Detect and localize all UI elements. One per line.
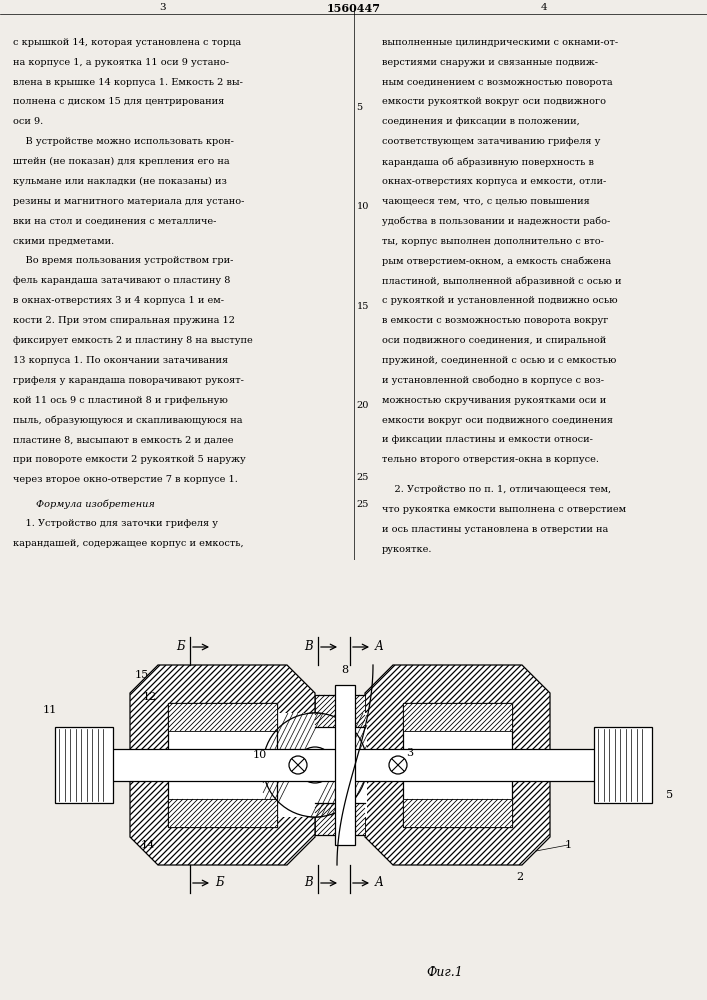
Text: кой 11 ось 9 с пластиной 8 и грифельную: кой 11 ось 9 с пластиной 8 и грифельную bbox=[13, 396, 228, 405]
Polygon shape bbox=[78, 749, 608, 781]
Text: кости 2. При этом спиральная пружина 12: кости 2. При этом спиральная пружина 12 bbox=[13, 316, 235, 325]
Text: полнена с диском 15 для центрирования: полнена с диском 15 для центрирования bbox=[13, 97, 224, 106]
Text: 5: 5 bbox=[356, 103, 363, 112]
Text: В устройстве можно использовать крон-: В устройстве можно использовать крон- bbox=[13, 137, 233, 146]
Text: В: В bbox=[305, 641, 313, 654]
Text: кульмане или накладки (не показаны) из: кульмане или накладки (не показаны) из bbox=[13, 177, 227, 186]
Polygon shape bbox=[594, 727, 652, 803]
Text: ты, корпус выполнен дополнительно с вто-: ты, корпус выполнен дополнительно с вто- bbox=[382, 237, 604, 246]
Polygon shape bbox=[168, 703, 277, 731]
Text: через второе окно-отверстие 7 в корпусе 1.: через второе окно-отверстие 7 в корпусе … bbox=[13, 475, 238, 484]
Text: карандаша об абразивную поверхность в: карандаша об абразивную поверхность в bbox=[382, 157, 594, 167]
Text: 11: 11 bbox=[43, 705, 57, 715]
Text: Б: Б bbox=[215, 876, 223, 890]
Text: с крышкой 14, которая установлена с торца: с крышкой 14, которая установлена с торц… bbox=[13, 38, 241, 47]
Text: 20: 20 bbox=[356, 401, 369, 410]
Text: тельно второго отверстия-окна в корпусе.: тельно второго отверстия-окна в корпусе. bbox=[382, 455, 599, 464]
Text: 13 корпуса 1. По окончании затачивания: 13 корпуса 1. По окончании затачивания bbox=[13, 356, 228, 365]
Circle shape bbox=[297, 747, 333, 783]
Text: пыль, образующуюся и скапливающуюся на: пыль, образующуюся и скапливающуюся на bbox=[13, 416, 243, 425]
Text: окнах-отверстиях корпуса и емкости, отли-: окнах-отверстиях корпуса и емкости, отли… bbox=[382, 177, 606, 186]
Text: емкости вокруг оси подвижного соединения: емкости вокруг оси подвижного соединения bbox=[382, 416, 613, 425]
Text: А: А bbox=[375, 876, 384, 890]
Text: 1560447: 1560447 bbox=[327, 3, 380, 14]
Text: и фиксации пластины и емкости относи-: и фиксации пластины и емкости относи- bbox=[382, 435, 592, 444]
Text: в емкости с возможностью поворота вокруг: в емкости с возможностью поворота вокруг bbox=[382, 316, 608, 325]
Text: рукоятке.: рукоятке. bbox=[382, 545, 432, 554]
Text: удобства в пользовании и надежности рабо-: удобства в пользовании и надежности рабо… bbox=[382, 217, 610, 226]
Text: емкости рукояткой вокруг оси подвижного: емкости рукояткой вокруг оси подвижного bbox=[382, 97, 606, 106]
Text: 5: 5 bbox=[667, 790, 674, 800]
Text: выполненные цилиндрическими с окнами-от-: выполненные цилиндрическими с окнами-от- bbox=[382, 38, 618, 47]
Text: Во время пользования устройством гри-: Во время пользования устройством гри- bbox=[13, 256, 233, 265]
Polygon shape bbox=[403, 703, 512, 827]
Text: 25: 25 bbox=[356, 473, 369, 482]
Text: оси подвижного соединения, и спиральной: оси подвижного соединения, и спиральной bbox=[382, 336, 606, 345]
Polygon shape bbox=[168, 703, 277, 827]
Polygon shape bbox=[315, 727, 365, 803]
Text: карандашей, содержащее корпус и емкость,: карандашей, содержащее корпус и емкость, bbox=[13, 539, 243, 548]
Text: пластине 8, высыпают в емкость 2 и далее: пластине 8, высыпают в емкость 2 и далее bbox=[13, 435, 233, 444]
Text: А: А bbox=[375, 641, 384, 654]
Text: пружиной, соединенной с осью и с емкостью: пружиной, соединенной с осью и с емкость… bbox=[382, 356, 617, 365]
Text: 15: 15 bbox=[356, 302, 369, 311]
Text: 10: 10 bbox=[356, 202, 369, 211]
Text: и ось пластины установлена в отверстии на: и ось пластины установлена в отверстии н… bbox=[382, 525, 608, 534]
Text: чающееся тем, что, с целью повышения: чающееся тем, что, с целью повышения bbox=[382, 197, 590, 206]
Text: 4: 4 bbox=[541, 3, 548, 12]
Text: верстиями снаружи и связанные подвиж-: верстиями снаружи и связанные подвиж- bbox=[382, 58, 598, 67]
Polygon shape bbox=[130, 665, 315, 865]
Circle shape bbox=[263, 713, 367, 817]
Text: 3: 3 bbox=[407, 748, 414, 758]
Polygon shape bbox=[263, 713, 367, 817]
Text: 2: 2 bbox=[516, 872, 524, 882]
Text: 10: 10 bbox=[253, 750, 267, 760]
Circle shape bbox=[389, 756, 407, 774]
Text: скими предметами.: скими предметами. bbox=[13, 237, 114, 246]
Polygon shape bbox=[365, 665, 550, 865]
Text: соответствующем затачиванию грифеля у: соответствующем затачиванию грифеля у bbox=[382, 137, 600, 146]
Text: ным соединением с возможностью поворота: ным соединением с возможностью поворота bbox=[382, 78, 612, 87]
Text: 1: 1 bbox=[564, 840, 571, 850]
Text: 15: 15 bbox=[135, 670, 149, 680]
Text: штейн (не показан) для крепления его на: штейн (не показан) для крепления его на bbox=[13, 157, 229, 166]
Polygon shape bbox=[315, 803, 365, 835]
Text: можностью скручивания рукоятками оси и: можностью скручивания рукоятками оси и bbox=[382, 396, 606, 405]
Polygon shape bbox=[335, 685, 355, 845]
Text: пластиной, выполненной абразивной с осью и: пластиной, выполненной абразивной с осью… bbox=[382, 276, 621, 286]
Text: и установленной свободно в корпусе с воз-: и установленной свободно в корпусе с воз… bbox=[382, 376, 604, 385]
Text: Б: Б bbox=[176, 641, 185, 654]
Text: на корпусе 1, а рукоятка 11 оси 9 устано-: на корпусе 1, а рукоятка 11 оси 9 устано… bbox=[13, 58, 229, 67]
Text: 1. Устройство для заточки грифеля у: 1. Устройство для заточки грифеля у bbox=[13, 519, 218, 528]
Text: что рукоятка емкости выполнена с отверстием: что рукоятка емкости выполнена с отверст… bbox=[382, 505, 626, 514]
Text: вки на стол и соединения с металличе-: вки на стол и соединения с металличе- bbox=[13, 217, 216, 226]
Text: влена в крышке 14 корпуса 1. Емкость 2 вы-: влена в крышке 14 корпуса 1. Емкость 2 в… bbox=[13, 78, 243, 87]
Text: 3: 3 bbox=[159, 3, 166, 12]
Text: в окнах-отверстиях 3 и 4 корпуса 1 и ем-: в окнах-отверстиях 3 и 4 корпуса 1 и ем- bbox=[13, 296, 223, 305]
Polygon shape bbox=[403, 799, 512, 827]
Text: фиксирует емкость 2 и пластину 8 на выступе: фиксирует емкость 2 и пластину 8 на выст… bbox=[13, 336, 252, 345]
Polygon shape bbox=[315, 695, 365, 727]
Text: соединения и фиксации в положении,: соединения и фиксации в положении, bbox=[382, 117, 580, 126]
Text: с рукояткой и установленной подвижно осью: с рукояткой и установленной подвижно ось… bbox=[382, 296, 617, 305]
Polygon shape bbox=[55, 727, 113, 803]
Circle shape bbox=[289, 756, 307, 774]
Text: резины и магнитного материала для устано-: резины и магнитного материала для устано… bbox=[13, 197, 244, 206]
Text: при повороте емкости 2 рукояткой 5 наружу: при повороте емкости 2 рукояткой 5 наруж… bbox=[13, 455, 245, 464]
Text: оси 9.: оси 9. bbox=[13, 117, 43, 126]
Polygon shape bbox=[168, 799, 277, 827]
Text: фель карандаша затачивают о пластину 8: фель карандаша затачивают о пластину 8 bbox=[13, 276, 230, 285]
Text: В: В bbox=[305, 876, 313, 890]
Text: грифеля у карандаша поворачивают рукоят-: грифеля у карандаша поворачивают рукоят- bbox=[13, 376, 244, 385]
Text: Формула изобретения: Формула изобретения bbox=[36, 499, 155, 509]
Text: рым отверстием-окном, а емкость снабжена: рым отверстием-окном, а емкость снабжена bbox=[382, 256, 611, 266]
Text: Фиг.1: Фиг.1 bbox=[426, 966, 463, 978]
Text: 8: 8 bbox=[341, 665, 349, 675]
Polygon shape bbox=[403, 703, 512, 731]
Text: 25: 25 bbox=[356, 500, 369, 509]
Text: 2. Устройство по п. 1, отличающееся тем,: 2. Устройство по п. 1, отличающееся тем, bbox=[382, 485, 611, 494]
Text: 14: 14 bbox=[141, 840, 155, 850]
Text: 12: 12 bbox=[143, 692, 157, 702]
